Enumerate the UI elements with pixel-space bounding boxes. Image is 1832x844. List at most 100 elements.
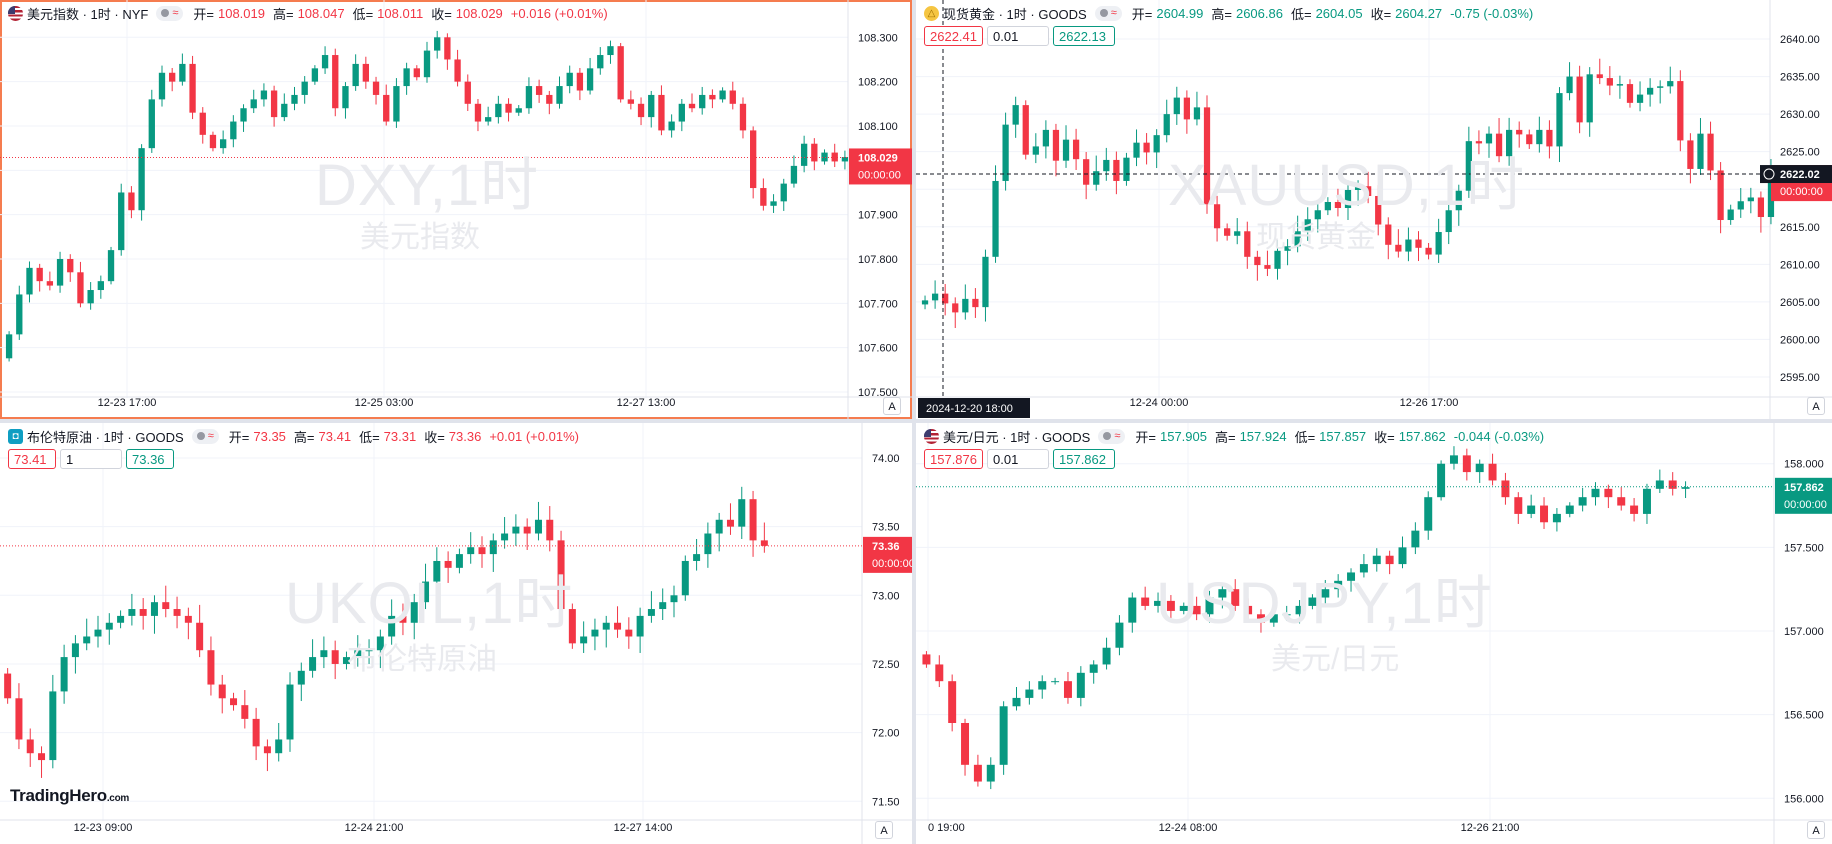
candle [383, 84, 390, 126]
candle [749, 490, 757, 557]
symbol-name[interactable]: 美元指数 · 1时 · NYF [27, 6, 149, 22]
close-label: 收= [424, 429, 445, 445]
candle-body [614, 622, 622, 630]
chart-panel-usdjpy[interactable]: 156.000 156.500 157.000 157.500 158.000 157.8… [916, 423, 1832, 844]
candlestick-plot[interactable]: 107.500 107.600 107.700 107.800 107.900 108.0… [0, 0, 912, 419]
candle [434, 30, 441, 59]
candle-body [1093, 171, 1100, 185]
candle [1012, 96, 1019, 138]
candle-body [525, 86, 533, 109]
candle-body [1435, 232, 1442, 255]
candle-body [219, 139, 227, 149]
status-pill[interactable]: ≈ [191, 428, 219, 444]
candle-body [1205, 597, 1214, 615]
candle-body [535, 86, 543, 95]
candle-body [1552, 513, 1561, 523]
candle-body [230, 698, 238, 706]
candle-body [1213, 204, 1221, 229]
buy-button[interactable]: 2622.13 [1053, 26, 1115, 46]
quantity-input[interactable]: 0.01 [987, 449, 1049, 469]
status-pill[interactable]: ≈ [156, 5, 184, 21]
candle [591, 618, 599, 651]
candle-body [704, 533, 712, 555]
auto-scale-button[interactable]: A [1807, 397, 1825, 415]
candle [1213, 195, 1221, 242]
candle-body [811, 143, 818, 162]
candle-body [423, 50, 431, 78]
candle [250, 89, 257, 114]
auto-scale-button[interactable]: A [875, 821, 893, 839]
candle-body [158, 72, 166, 100]
candle [83, 618, 91, 651]
candle-body [403, 68, 410, 87]
sell-button[interactable]: 157.876 [924, 449, 983, 469]
quantity-input[interactable]: 1 [60, 449, 122, 469]
candle [948, 674, 957, 732]
candlestick-plot[interactable]: 2595.002600.002605.002610.002615.002620.… [916, 0, 1832, 419]
candle-body [668, 121, 675, 131]
low-value: 108.011 [377, 5, 424, 21]
candle-body [105, 622, 113, 630]
symbol-name[interactable]: 布伦特原油 · 1时 · GOODS [27, 429, 184, 445]
candle-body [1596, 74, 1603, 79]
buy-button[interactable]: 157.862 [1053, 449, 1115, 469]
candle [1344, 180, 1352, 221]
candlestick-plot[interactable]: 71.50 72.00 72.50 73.00 73.50 74.00 73.36 00:00… [0, 423, 912, 844]
sell-button[interactable]: 2622.41 [924, 26, 983, 46]
candle-body [688, 103, 696, 109]
candle-body [715, 519, 723, 534]
candle-body [952, 303, 959, 313]
crosshair-plus-icon[interactable] [1763, 168, 1775, 180]
symbol-name[interactable]: 美元/日元 · 1时 · GOODS [943, 429, 1091, 445]
candle [602, 615, 610, 648]
candle-body [94, 629, 102, 637]
candle [1501, 472, 1510, 505]
candle [1437, 460, 1446, 501]
auto-scale-button[interactable]: A [883, 397, 901, 415]
candlestick-plot[interactable]: 156.000 156.500 157.000 157.500 158.000 157.8… [916, 423, 1832, 844]
quantity-input[interactable]: 0.01 [987, 26, 1049, 46]
candle [46, 271, 54, 291]
candle [1475, 459, 1484, 483]
symbol-name[interactable]: 现货黄金 · 1时 · GOODS [943, 6, 1087, 22]
candle-body [1115, 622, 1124, 648]
candle-body [5, 334, 13, 359]
candle [1038, 675, 1047, 699]
candle-body [1527, 505, 1536, 514]
sell-button[interactable]: 73.41 [8, 449, 56, 469]
auto-scale-button[interactable]: A [1807, 821, 1825, 839]
candle-body [1626, 84, 1634, 103]
candle-body [658, 94, 665, 131]
open-value: 2604.99 [1156, 5, 1204, 21]
crosshair-time-box [918, 398, 1030, 418]
candle-body [1667, 81, 1674, 87]
candle [16, 285, 23, 340]
candle [597, 47, 604, 75]
candle [467, 532, 475, 564]
candle-body [489, 540, 497, 555]
candle-body [1192, 605, 1201, 615]
candle-body [331, 650, 339, 664]
candle-body [1566, 76, 1573, 94]
candle [158, 65, 166, 107]
candle-body [26, 739, 34, 754]
candle-body [1062, 139, 1070, 161]
candle-body [1334, 580, 1343, 590]
candle-body [1089, 664, 1098, 673]
status-pill[interactable]: ≈ [1098, 428, 1126, 444]
chart-panel-xauusd[interactable]: 2595.002600.002605.002610.002615.002620.… [916, 0, 1832, 419]
candle-body [637, 103, 645, 118]
open-label: 开= [1131, 6, 1153, 22]
candle [780, 178, 787, 211]
buy-button[interactable]: 73.36 [126, 449, 174, 469]
y-tick-label: 2625.00 [1780, 147, 1820, 159]
candle-body [1141, 597, 1150, 606]
chart-panel-ukoil[interactable]: 71.50 72.00 72.50 73.00 73.50 74.00 73.36 00:00… [0, 423, 912, 844]
candle-body [1344, 189, 1352, 208]
candle-body [49, 691, 57, 761]
close-value: 2604.27 [1395, 5, 1443, 21]
status-pill[interactable]: ≈ [1094, 5, 1122, 21]
chart-panel-dxy[interactable]: 107.500 107.600 107.700 107.800 107.900 108.0… [0, 0, 912, 419]
change-value: +0.01 (+0.01%) [489, 428, 579, 444]
candle-body [1737, 201, 1744, 210]
